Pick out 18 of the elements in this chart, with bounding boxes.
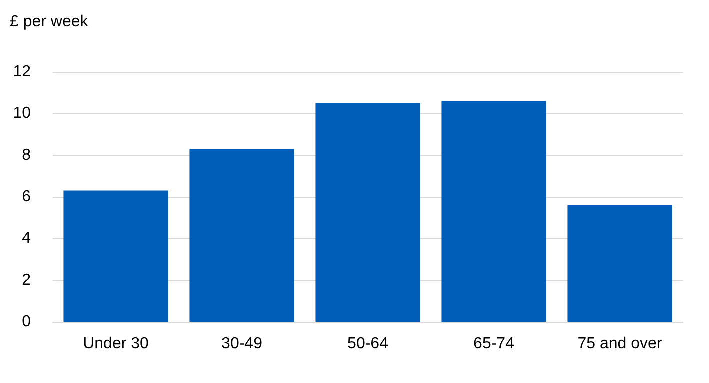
x-tick-label: 75 and over [578,336,663,352]
bar [568,205,672,322]
bar [190,149,294,322]
y-tick-label: 10 [13,105,32,122]
x-tick-label: 65-74 [474,336,515,352]
x-tick-label: 30-49 [222,336,263,352]
x-tick-label: 50-64 [348,336,389,352]
y-tick-label: 6 [22,188,32,206]
y-axis-title: £ per week [10,14,90,30]
bar [316,103,420,322]
y-tick-label: 4 [22,230,32,248]
bar [64,190,168,322]
y-tick-label: 12 [13,64,32,80]
bar [442,101,546,322]
y-tick-label: 0 [22,314,32,330]
x-tick-label: Under 30 [83,336,150,352]
y-tick-label: 8 [22,146,32,164]
y-tick-label: 2 [22,272,32,289]
